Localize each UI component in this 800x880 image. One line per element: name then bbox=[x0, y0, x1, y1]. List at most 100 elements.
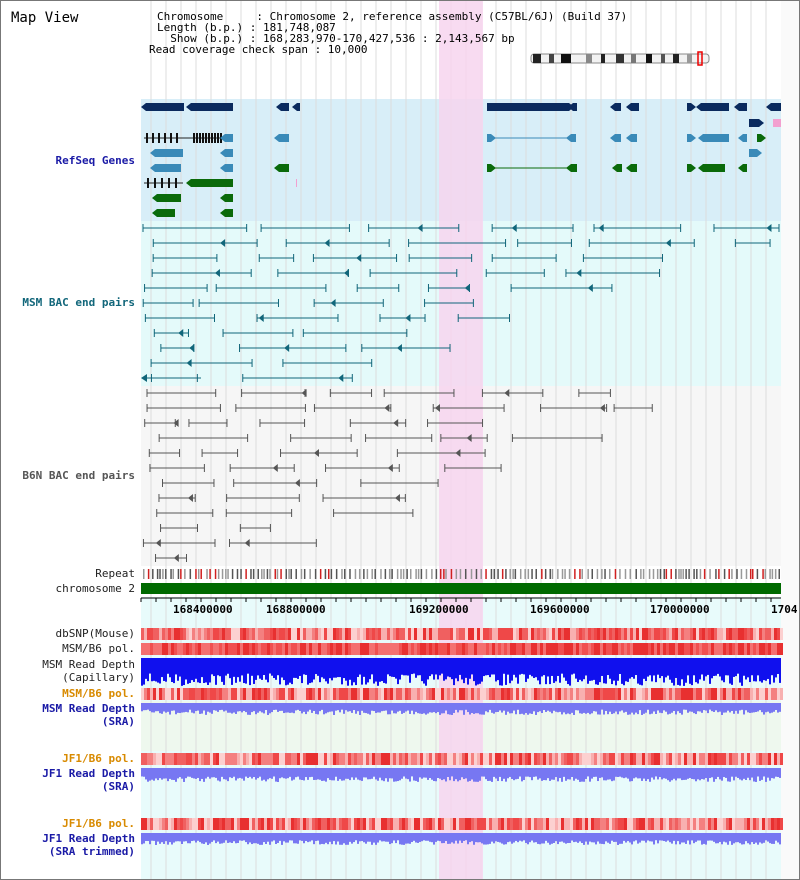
polymorphism-cell bbox=[543, 628, 546, 640]
polymorphism-cell bbox=[618, 688, 621, 700]
read-depth-bar bbox=[765, 833, 767, 841]
polymorphism-cell bbox=[483, 688, 486, 700]
read-depth-bar bbox=[367, 833, 369, 842]
polymorphism-cell bbox=[531, 628, 534, 640]
repeat-element bbox=[642, 569, 645, 579]
gene-feature bbox=[296, 179, 297, 187]
polymorphism-cell bbox=[678, 643, 681, 655]
read-depth-bar bbox=[145, 658, 147, 679]
polymorphism-cell bbox=[609, 628, 612, 640]
polymorphism-cell bbox=[321, 688, 324, 700]
polymorphism-cell bbox=[612, 818, 615, 830]
polymorphism-cell bbox=[378, 753, 381, 765]
read-depth-bar bbox=[335, 768, 337, 777]
read-depth-bar bbox=[667, 658, 669, 676]
read-depth-bar bbox=[779, 833, 781, 845]
read-depth-bar bbox=[213, 768, 215, 778]
read-depth-bar bbox=[777, 703, 779, 713]
polymorphism-cell bbox=[654, 643, 657, 655]
polymorphism-cell bbox=[690, 628, 693, 640]
read-depth-bar bbox=[729, 768, 731, 782]
read-depth-bar bbox=[257, 833, 259, 844]
polymorphism-cell bbox=[210, 643, 213, 655]
exon-mark bbox=[193, 133, 195, 143]
repeat-element bbox=[509, 569, 511, 579]
gene-strand-arrow bbox=[150, 149, 155, 157]
polymorphism-cell bbox=[198, 818, 201, 830]
read-depth-bar bbox=[371, 833, 373, 845]
read-depth-bar bbox=[717, 658, 719, 674]
polymorphism-cell bbox=[537, 753, 540, 765]
polymorphism-cell bbox=[672, 643, 675, 655]
polymorphism-cell bbox=[552, 818, 555, 830]
polymorphism-cell bbox=[654, 688, 657, 700]
polymorphism-cell bbox=[273, 818, 276, 830]
b6n-bac-label[interactable]: B6N BAC end pairs bbox=[22, 469, 135, 482]
polymorphism-cell bbox=[513, 643, 516, 655]
read-depth-bar bbox=[403, 833, 405, 845]
gene-strand-arrow bbox=[220, 209, 225, 217]
gene-feature bbox=[155, 149, 183, 157]
gene-feature bbox=[615, 134, 621, 142]
polymorphism-cell bbox=[303, 628, 306, 640]
polymorphism-cell bbox=[450, 818, 453, 830]
polymorphism-cell bbox=[708, 628, 711, 640]
read-depth-bar bbox=[455, 658, 457, 679]
refseq-genes-label[interactable]: RefSeq Genes bbox=[55, 154, 135, 167]
read-depth-bar bbox=[671, 833, 673, 844]
read-depth-bar bbox=[625, 658, 627, 682]
polymorphism-cell bbox=[207, 688, 210, 700]
polymorphism-cell bbox=[282, 818, 285, 830]
polymorphism-cell bbox=[351, 628, 354, 640]
read-depth-bar bbox=[403, 658, 405, 676]
read-depth-bar bbox=[459, 768, 461, 781]
repeat-element bbox=[682, 569, 684, 579]
polymorphism-cell bbox=[423, 818, 426, 830]
polymorphism-cell bbox=[528, 628, 531, 640]
polymorphism-cell bbox=[288, 643, 291, 655]
read-depth-bar bbox=[613, 833, 615, 842]
read-depth-bar bbox=[555, 833, 557, 842]
read-depth-bar bbox=[619, 703, 621, 712]
read-depth-bar bbox=[703, 703, 705, 711]
page-title: Map View bbox=[11, 10, 79, 26]
polymorphism-cell bbox=[294, 628, 297, 640]
polymorphism-cell bbox=[165, 818, 168, 830]
bac-end-marker bbox=[356, 254, 362, 262]
msm-bac-label[interactable]: MSM BAC end pairs bbox=[22, 296, 135, 309]
read-depth-bar bbox=[223, 833, 225, 843]
polymorphism-cell bbox=[579, 688, 582, 700]
repeat-element bbox=[493, 569, 496, 579]
read-depth-bar bbox=[461, 658, 463, 680]
repeat-element bbox=[263, 569, 265, 579]
read-depth-bar bbox=[499, 768, 501, 777]
read-depth-bar bbox=[557, 658, 559, 676]
polymorphism-cell bbox=[573, 628, 576, 640]
read-depth-bar bbox=[277, 703, 279, 712]
polymorphism-cell bbox=[738, 643, 741, 655]
repeat-element bbox=[335, 569, 338, 579]
polymorphism-cell bbox=[318, 628, 321, 640]
polymorphism-cell bbox=[159, 688, 162, 700]
gene-strand-arrow bbox=[738, 134, 743, 142]
polymorphism-cell bbox=[252, 643, 255, 655]
polymorphism-cell bbox=[438, 643, 441, 655]
read-depth-bar bbox=[759, 658, 761, 682]
repeat-element bbox=[415, 569, 417, 579]
read-depth-bar bbox=[731, 833, 733, 845]
polymorphism-cell bbox=[756, 643, 759, 655]
read-depth-bar bbox=[387, 768, 389, 782]
gene-feature bbox=[615, 103, 621, 111]
polymorphism-cell bbox=[645, 688, 648, 700]
polymorphism-cell bbox=[510, 753, 513, 765]
repeat-element bbox=[197, 569, 200, 579]
polymorphism-cell bbox=[573, 753, 576, 765]
read-depth-bar bbox=[417, 768, 419, 782]
read-depth-bar bbox=[551, 833, 553, 844]
polymorphism-cell bbox=[318, 753, 321, 765]
polymorphism-cell bbox=[651, 818, 654, 830]
read-depth-bar bbox=[615, 768, 617, 777]
read-depth-bar bbox=[779, 658, 781, 683]
read-depth-bar bbox=[451, 658, 453, 680]
